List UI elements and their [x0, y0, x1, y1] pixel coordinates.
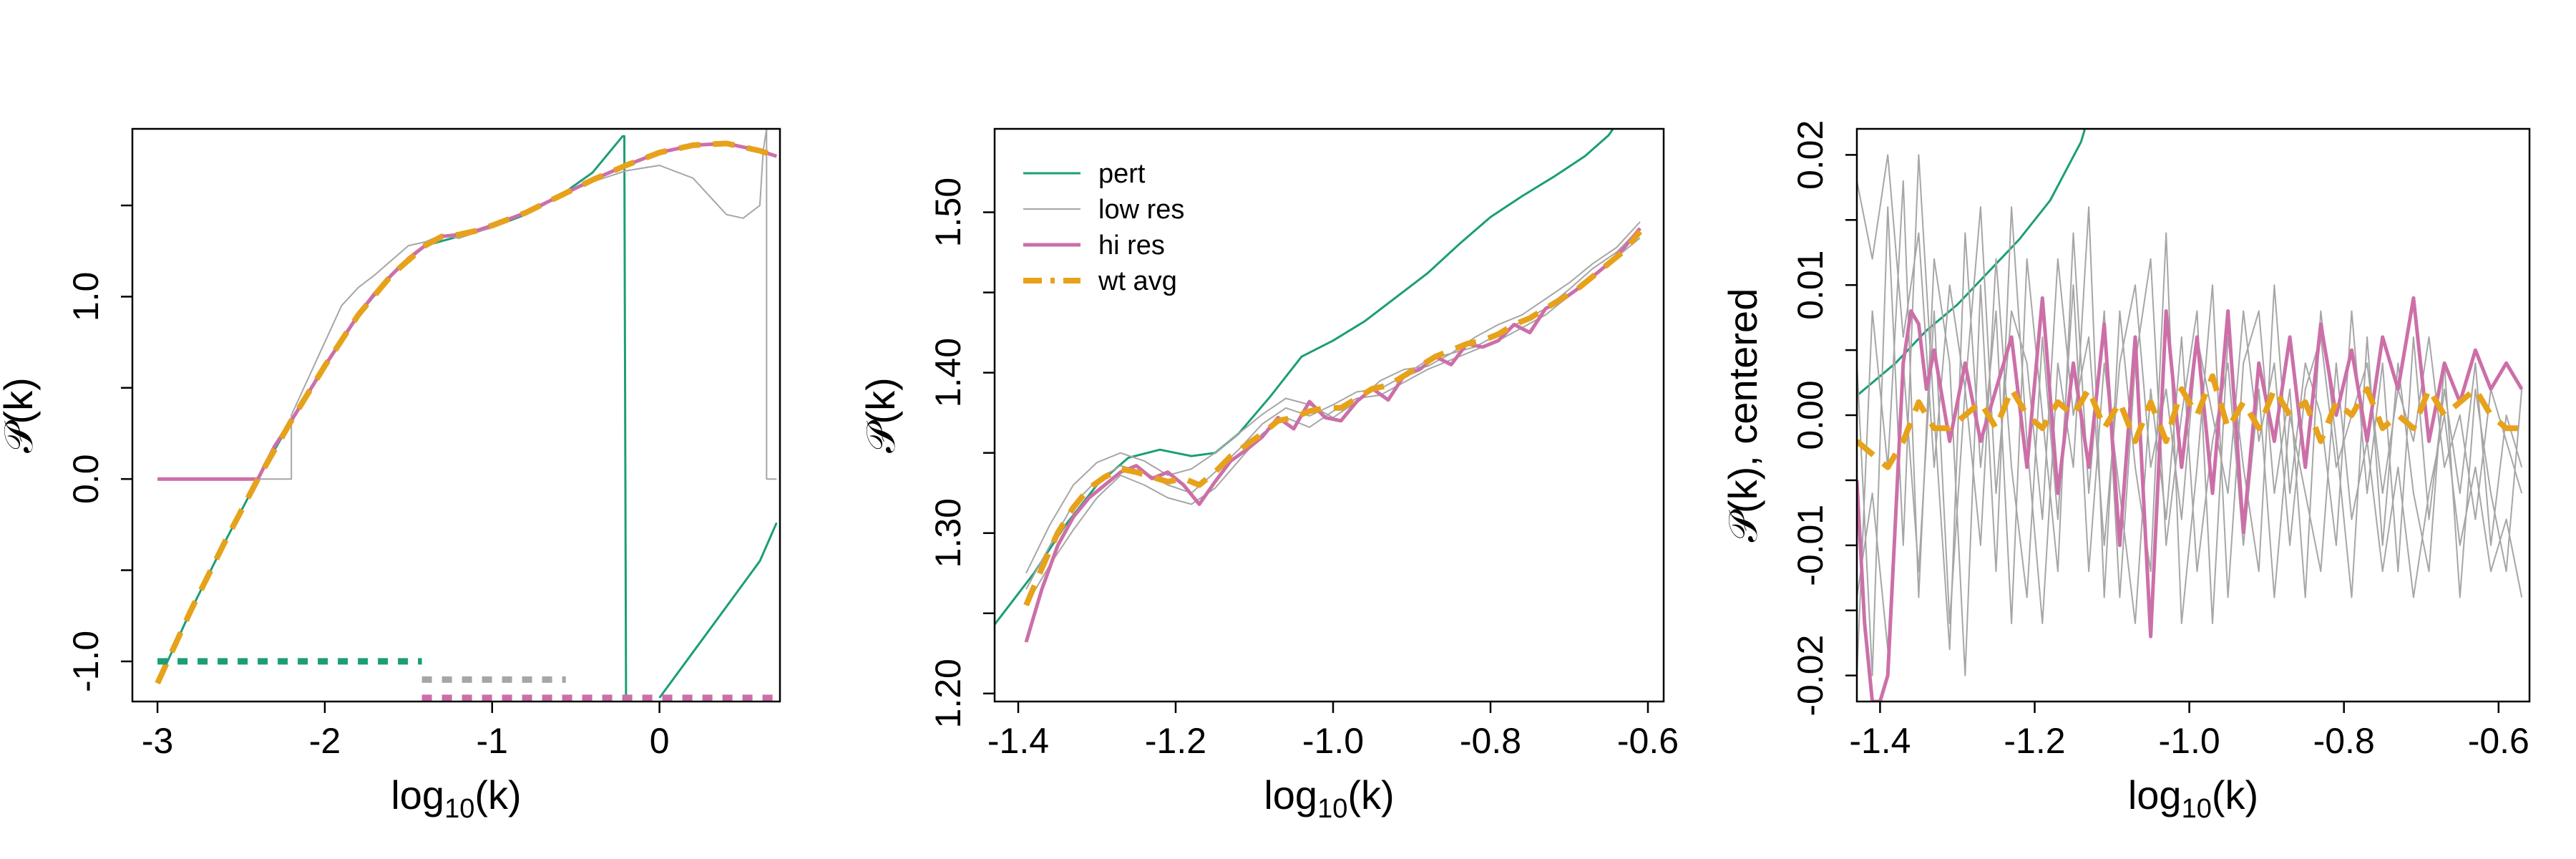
panel-middle: -1.4 -1.2 -1.0 -0.8 -0.6 1.20 1.30 1.40 1.50 log1…	[858, 127, 1679, 824]
y-tick-label: 0.0	[66, 454, 106, 504]
x-tick-label: -1.0	[2159, 721, 2220, 761]
y-axis-label: 𝒫(k)	[858, 377, 903, 453]
y-tick-label: 1.0	[66, 272, 106, 322]
legend-label-wt-avg: wt avg	[1098, 266, 1177, 296]
x-tick-label: -0.6	[1617, 721, 1679, 761]
series-line-low-res	[1857, 180, 2523, 676]
x-axis-label: log10(k)	[391, 772, 521, 824]
x-tick-label: -1	[477, 721, 508, 761]
y-tick-label: 1.50	[928, 178, 968, 247]
series-line-wt-avg	[1023, 229, 1643, 607]
x-tick-label: -1.4	[987, 721, 1049, 761]
x-tick-label: -1.2	[2004, 721, 2065, 761]
series-line-wt-avg	[155, 140, 778, 685]
series-line-wt-avg	[1857, 373, 2522, 470]
series-line-pert	[1857, 129, 2087, 397]
y-tick-label: -0.02	[1790, 635, 1830, 717]
y-tick-label: 0.01	[1790, 251, 1830, 320]
series-group	[155, 129, 778, 702]
legend-label-hi-res: hi res	[1098, 230, 1165, 261]
series-line-pert	[156, 135, 628, 698]
legend-label-pert: pert	[1098, 159, 1146, 189]
x-tick-label: -2	[309, 721, 341, 761]
y-tick-label: -1.0	[66, 631, 106, 692]
y-axis-label: 𝒫(k), centered	[1720, 288, 1765, 543]
series-line-pert	[995, 129, 1615, 626]
series-line-hi-res	[157, 141, 778, 481]
series-line-pert	[658, 522, 778, 699]
y-axis-label: 𝒫(k)	[0, 377, 41, 453]
series-line-low-res	[157, 129, 777, 480]
x-tick-label: -1.0	[1302, 721, 1364, 761]
x-tick-label: -0.8	[2313, 721, 2375, 761]
panel-right: -1.4 -1.2 -1.0 -0.8 -0.6 -0.02 -0.01 0.00 0.01 0.…	[1720, 120, 2531, 824]
y-tick-label: 1.40	[928, 338, 968, 407]
plot-frame	[993, 127, 1665, 703]
series-group	[1857, 129, 2524, 702]
y-tick-label: 0.00	[1790, 380, 1830, 450]
series-line-low-res	[1857, 154, 2523, 676]
y-tick-label: 0.02	[1790, 120, 1830, 190]
x-tick-label: -0.8	[1460, 721, 1521, 761]
x-axis-label: log10(k)	[2128, 772, 2258, 824]
panel-left: -3 -2 -1 0 -1.0 0.0 1.0 log10(k) 𝒫(k)	[0, 127, 781, 824]
y-tick-label: 1.30	[928, 498, 968, 568]
x-tick-label: -0.6	[2468, 721, 2529, 761]
x-tick-label: -3	[142, 721, 173, 761]
x-tick-label: -1.4	[1849, 721, 1911, 761]
y-tick-label: -0.01	[1790, 505, 1830, 586]
x-tick-label: 0	[650, 721, 670, 761]
x-tick-label: -1.2	[1145, 721, 1206, 761]
plot-frame	[131, 127, 781, 703]
legend-label-low-res: low res	[1098, 195, 1184, 225]
series-group	[995, 129, 1643, 643]
series-line-hi-res	[1857, 296, 2524, 702]
x-axis-label: log10(k)	[1264, 772, 1394, 824]
series-line-low-res	[1857, 154, 2523, 546]
legend: pert low res hi res wt avg	[1023, 159, 1184, 296]
y-tick-label: 1.20	[928, 659, 968, 728]
